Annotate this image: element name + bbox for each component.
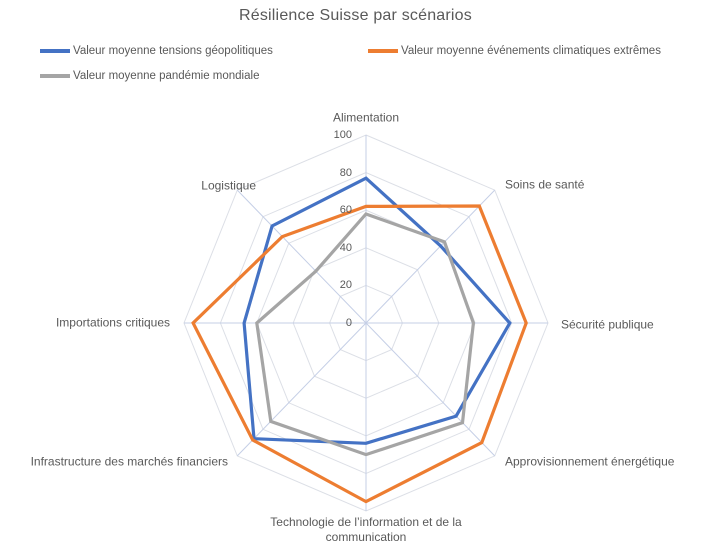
tick-label-100: 100 <box>333 129 352 141</box>
category-label-3: Approvisionnement énergétique <box>505 454 675 469</box>
series-line-2[interactable] <box>255 212 476 457</box>
tick-label-40: 40 <box>339 242 352 254</box>
legend-item-tensions-geopolitiques[interactable]: Valeur moyenne tensions géopolitiques <box>40 44 273 58</box>
axis-spoke-3 <box>365 322 496 457</box>
category-label-5: Infrastructure des marchés financiers <box>30 454 228 469</box>
legend-item-pandemie-mondiale[interactable]: Valeur moyenne pandémie mondiale <box>40 69 259 83</box>
tick-label-0: 0 <box>345 317 352 329</box>
category-label-2: Sécurité publique <box>561 317 654 332</box>
category-label-6: Importations critiques <box>55 315 170 330</box>
tick-label-20: 20 <box>339 279 352 291</box>
axis-spoke-1 <box>365 189 496 324</box>
axis-spoke-5 <box>236 322 367 457</box>
legend-line-swatch-blue <box>40 49 70 53</box>
legend-item-evenements-climatiques[interactable]: Valeur moyenne événements climatiques ex… <box>368 44 661 58</box>
legend-line-swatch-orange <box>368 49 398 53</box>
axis-spoke-7 <box>236 189 367 324</box>
category-label-1: Soins de santé <box>505 177 585 192</box>
category-label-7: Logistique <box>201 178 256 193</box>
legend-label: Valeur moyenne pandémie mondiale <box>73 70 260 82</box>
tick-label-60: 60 <box>339 204 352 216</box>
legend-label: Valeur moyenne tensions géopolitiques <box>73 45 273 57</box>
legend-line-swatch-gray <box>40 74 70 78</box>
chart-title[interactable]: Résilience Suisse par scénarios <box>239 7 472 24</box>
series-line-0[interactable] <box>242 176 512 445</box>
category-label-4: Technologie de l’information et de la co… <box>270 515 462 544</box>
tick-label-80: 80 <box>339 167 352 179</box>
series-line-1[interactable] <box>191 204 528 504</box>
legend-label: Valeur moyenne événements climatiques ex… <box>401 45 661 57</box>
category-label-0: Alimentation <box>332 110 400 125</box>
